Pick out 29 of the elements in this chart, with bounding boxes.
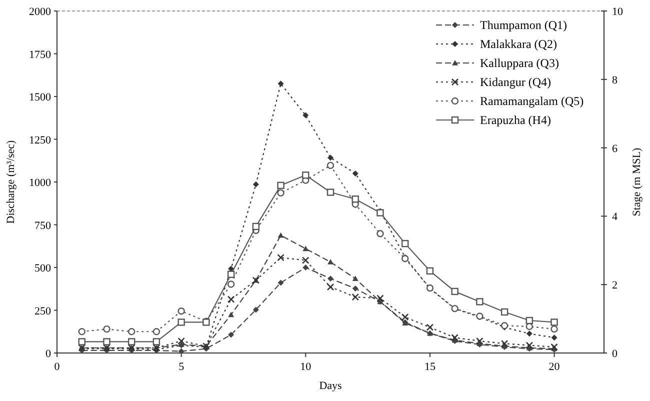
legend-label: Kidangur (Q4) <box>480 75 551 89</box>
y2-tick-label: 0 <box>612 348 618 360</box>
x-tick-label: 20 <box>548 361 560 373</box>
y-tick-label: 750 <box>34 220 52 232</box>
y-tick-label: 250 <box>34 305 52 318</box>
y-tick-label: 1750 <box>29 48 52 61</box>
y2-axis-title: Stage (m MSL) <box>631 147 643 216</box>
y2-tick-label: 10 <box>612 6 624 18</box>
legend-label: Erapuzha (H4) <box>480 113 551 127</box>
y2-tick-label: 4 <box>612 211 618 224</box>
y-axis-title: Discharge (m³/sec) <box>5 140 17 224</box>
legend-label: Thumpamon (Q1) <box>480 18 567 32</box>
y-tick-label: 2000 <box>29 6 52 18</box>
legend-label: Ramamangalam (Q5) <box>480 94 584 108</box>
x-axis-title: Days <box>319 380 342 392</box>
y-tick-label: 0 <box>46 348 52 360</box>
x-tick-label: 0 <box>54 361 60 373</box>
x-tick-label: 10 <box>300 361 312 373</box>
y-tick-label: 1500 <box>29 92 52 104</box>
y2-tick-label: 6 <box>612 142 618 155</box>
y2-tick-label: 2 <box>612 280 618 292</box>
y-tick-label: 1250 <box>29 134 52 146</box>
y-tick-label: 1000 <box>29 177 52 189</box>
y-tick-label: 500 <box>34 262 52 274</box>
legend-label: Kalluppara (Q3) <box>480 56 559 70</box>
legend-label: Malakkara (Q2) <box>480 37 557 51</box>
x-tick-label: 5 <box>178 361 185 373</box>
x-tick-label: 15 <box>424 361 436 373</box>
y2-tick-label: 8 <box>612 74 618 86</box>
